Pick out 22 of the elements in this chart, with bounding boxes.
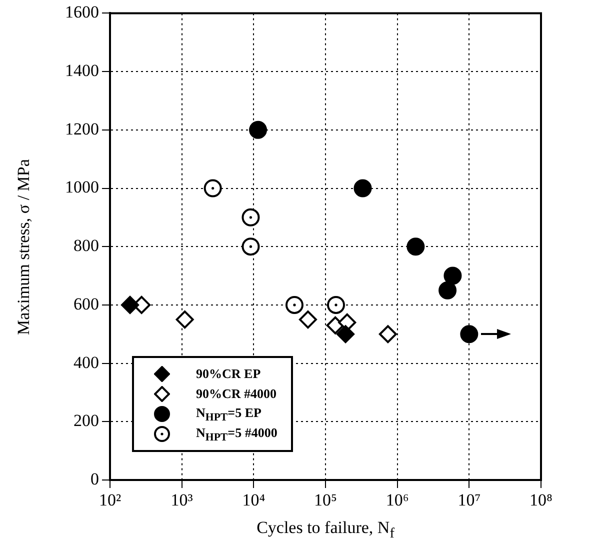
y-tick-label: 400 [74, 352, 99, 372]
y-tick-label: 1400 [65, 61, 99, 80]
y-tick-label: 600 [74, 294, 99, 314]
x-tick-label: 10⁴ [242, 490, 266, 510]
legend-label: 90%CR EP [196, 366, 261, 382]
y-tick-label: 200 [74, 411, 99, 430]
y-tick-label: 1600 [65, 2, 99, 22]
legend-label: N$_{HPT}$=5 EP [196, 404, 262, 424]
y-tick-label: 0 [90, 469, 99, 488]
x-tick-label: 10⁷ [458, 490, 481, 510]
x-tick-label: 10⁵ [314, 490, 338, 510]
legend-label: N$_{HPT}$=5 #4000 [196, 424, 278, 444]
x-axis-title: Cycles to failure, N$_{f}$ [256, 518, 394, 542]
x-tick-label: 10⁶ [386, 490, 409, 510]
x-tick-label: 10² [98, 490, 122, 510]
legend-label: 90%CR #4000 [196, 386, 277, 402]
x-tick-label: 10⁸ [530, 490, 553, 510]
y-tick-label: 1000 [65, 178, 99, 197]
x-tick-label: 10³ [170, 490, 193, 510]
y-tick-label: 1200 [65, 119, 99, 138]
y-tick-label: 800 [74, 236, 99, 256]
y-axis-title: Maximum stress, σ / MPa [14, 158, 34, 335]
